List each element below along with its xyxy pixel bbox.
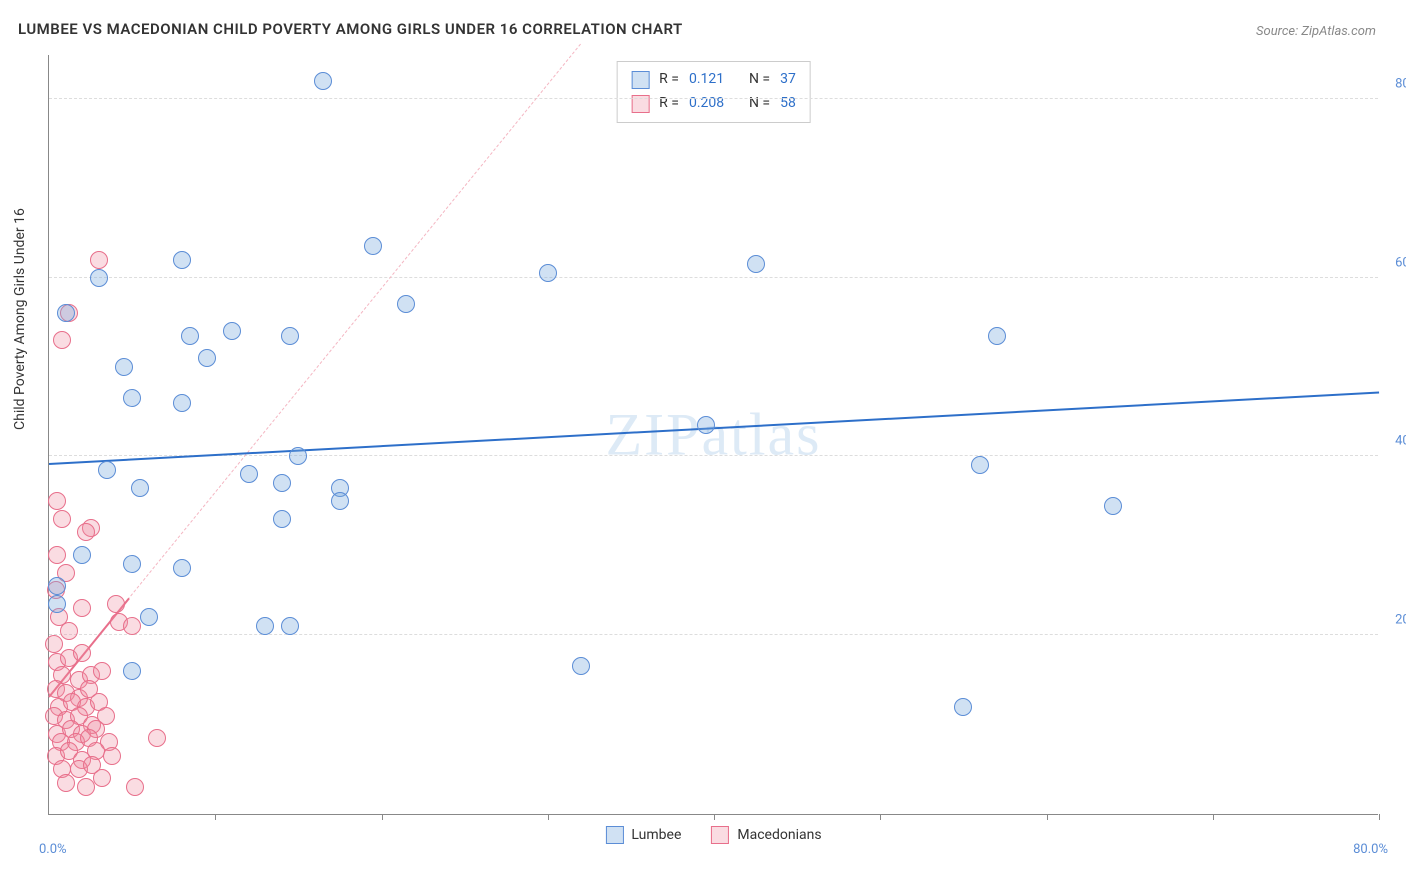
- gridline: [49, 277, 1378, 278]
- x-tick-start: 0.0%: [39, 842, 67, 857]
- data-point: [53, 510, 71, 528]
- x-tick: [1379, 814, 1380, 820]
- x-tick: [548, 814, 549, 820]
- legend-label: Lumbee: [631, 827, 681, 843]
- data-point: [48, 546, 66, 564]
- chart-title: LUMBEE VS MACEDONIAN CHILD POVERTY AMONG…: [18, 20, 683, 38]
- data-point: [173, 559, 191, 577]
- plot-area: ZIPatlas R =0.121N =37R =0.208N =58 0.0%…: [48, 55, 1378, 815]
- data-point: [115, 358, 133, 376]
- x-tick: [880, 814, 881, 820]
- data-point: [90, 269, 108, 287]
- data-point: [256, 617, 274, 635]
- data-point: [126, 778, 144, 796]
- legend-swatch: [605, 826, 623, 844]
- gridline: [49, 98, 1378, 99]
- data-point: [77, 778, 95, 796]
- legend-item: Lumbee: [605, 826, 681, 844]
- data-point: [123, 389, 141, 407]
- source-label: Source: ZipAtlas.com: [1256, 24, 1376, 39]
- data-point: [148, 729, 166, 747]
- stat-r-value: 0.121: [689, 68, 739, 92]
- y-axis-label: Child Poverty Among Girls Under 16: [12, 208, 28, 430]
- stat-r-label: R =: [659, 68, 679, 92]
- data-point: [988, 327, 1006, 345]
- data-point: [364, 237, 382, 255]
- data-point: [45, 635, 63, 653]
- data-point: [314, 72, 332, 90]
- data-point: [53, 331, 71, 349]
- data-point: [123, 555, 141, 573]
- data-point: [140, 608, 158, 626]
- data-point: [123, 617, 141, 635]
- x-tick: [1213, 814, 1214, 820]
- x-tick: [215, 814, 216, 820]
- data-point: [73, 644, 91, 662]
- data-point: [747, 255, 765, 273]
- x-tick: [714, 814, 715, 820]
- data-point: [93, 662, 111, 680]
- data-point: [198, 349, 216, 367]
- data-point: [1104, 497, 1122, 515]
- stat-n-value: 37: [780, 68, 796, 92]
- data-point: [273, 510, 291, 528]
- data-point: [103, 747, 121, 765]
- x-tick: [382, 814, 383, 820]
- x-tick-end: 80.0%: [1353, 842, 1388, 857]
- y-tick-label: 20.0%: [1395, 613, 1406, 628]
- y-tick-label: 60.0%: [1395, 255, 1406, 270]
- stat-r-label: R =: [659, 92, 679, 116]
- data-point: [173, 394, 191, 412]
- y-tick-label: 80.0%: [1395, 76, 1406, 91]
- data-point: [90, 251, 108, 269]
- x-tick: [1047, 814, 1048, 820]
- data-point: [331, 492, 349, 510]
- data-point: [539, 264, 557, 282]
- data-point: [98, 461, 116, 479]
- stat-n-label: N =: [749, 68, 770, 92]
- data-point: [240, 465, 258, 483]
- bottom-legend: Lumbee Macedonians: [605, 826, 821, 844]
- data-point: [77, 523, 95, 541]
- gridline: [49, 455, 1378, 456]
- data-point: [48, 492, 66, 510]
- y-tick-label: 40.0%: [1395, 434, 1406, 449]
- stats-legend-box: R = 0.121 N = 37 R = 0.208 N = 58: [616, 61, 811, 123]
- data-point: [397, 295, 415, 313]
- data-point: [273, 474, 291, 492]
- data-point: [131, 479, 149, 497]
- gridline: [49, 634, 1378, 635]
- data-point: [57, 774, 75, 792]
- legend-swatch: [631, 71, 649, 89]
- data-point: [223, 322, 241, 340]
- data-point: [281, 617, 299, 635]
- data-point: [971, 456, 989, 474]
- stats-row: R = 0.121 N = 37: [631, 68, 796, 92]
- data-point: [697, 416, 715, 434]
- data-point: [572, 657, 590, 675]
- data-point: [48, 595, 66, 613]
- legend-swatch: [711, 826, 729, 844]
- legend-label: Macedonians: [737, 827, 821, 843]
- data-point: [281, 327, 299, 345]
- watermark-text: ZIPatlas: [606, 400, 822, 469]
- data-point: [93, 769, 111, 787]
- data-point: [123, 662, 141, 680]
- data-point: [48, 577, 66, 595]
- data-point: [954, 698, 972, 716]
- data-point: [57, 304, 75, 322]
- data-point: [289, 447, 307, 465]
- data-point: [173, 251, 191, 269]
- stat-r-value: 0.208: [689, 92, 739, 116]
- data-point: [73, 599, 91, 617]
- legend-item: Macedonians: [711, 826, 821, 844]
- data-point: [181, 327, 199, 345]
- data-point: [73, 546, 91, 564]
- stats-row: R = 0.208 N = 58: [631, 92, 796, 116]
- stat-n-value: 58: [780, 92, 796, 116]
- data-point: [107, 595, 125, 613]
- stat-n-label: N =: [749, 92, 770, 116]
